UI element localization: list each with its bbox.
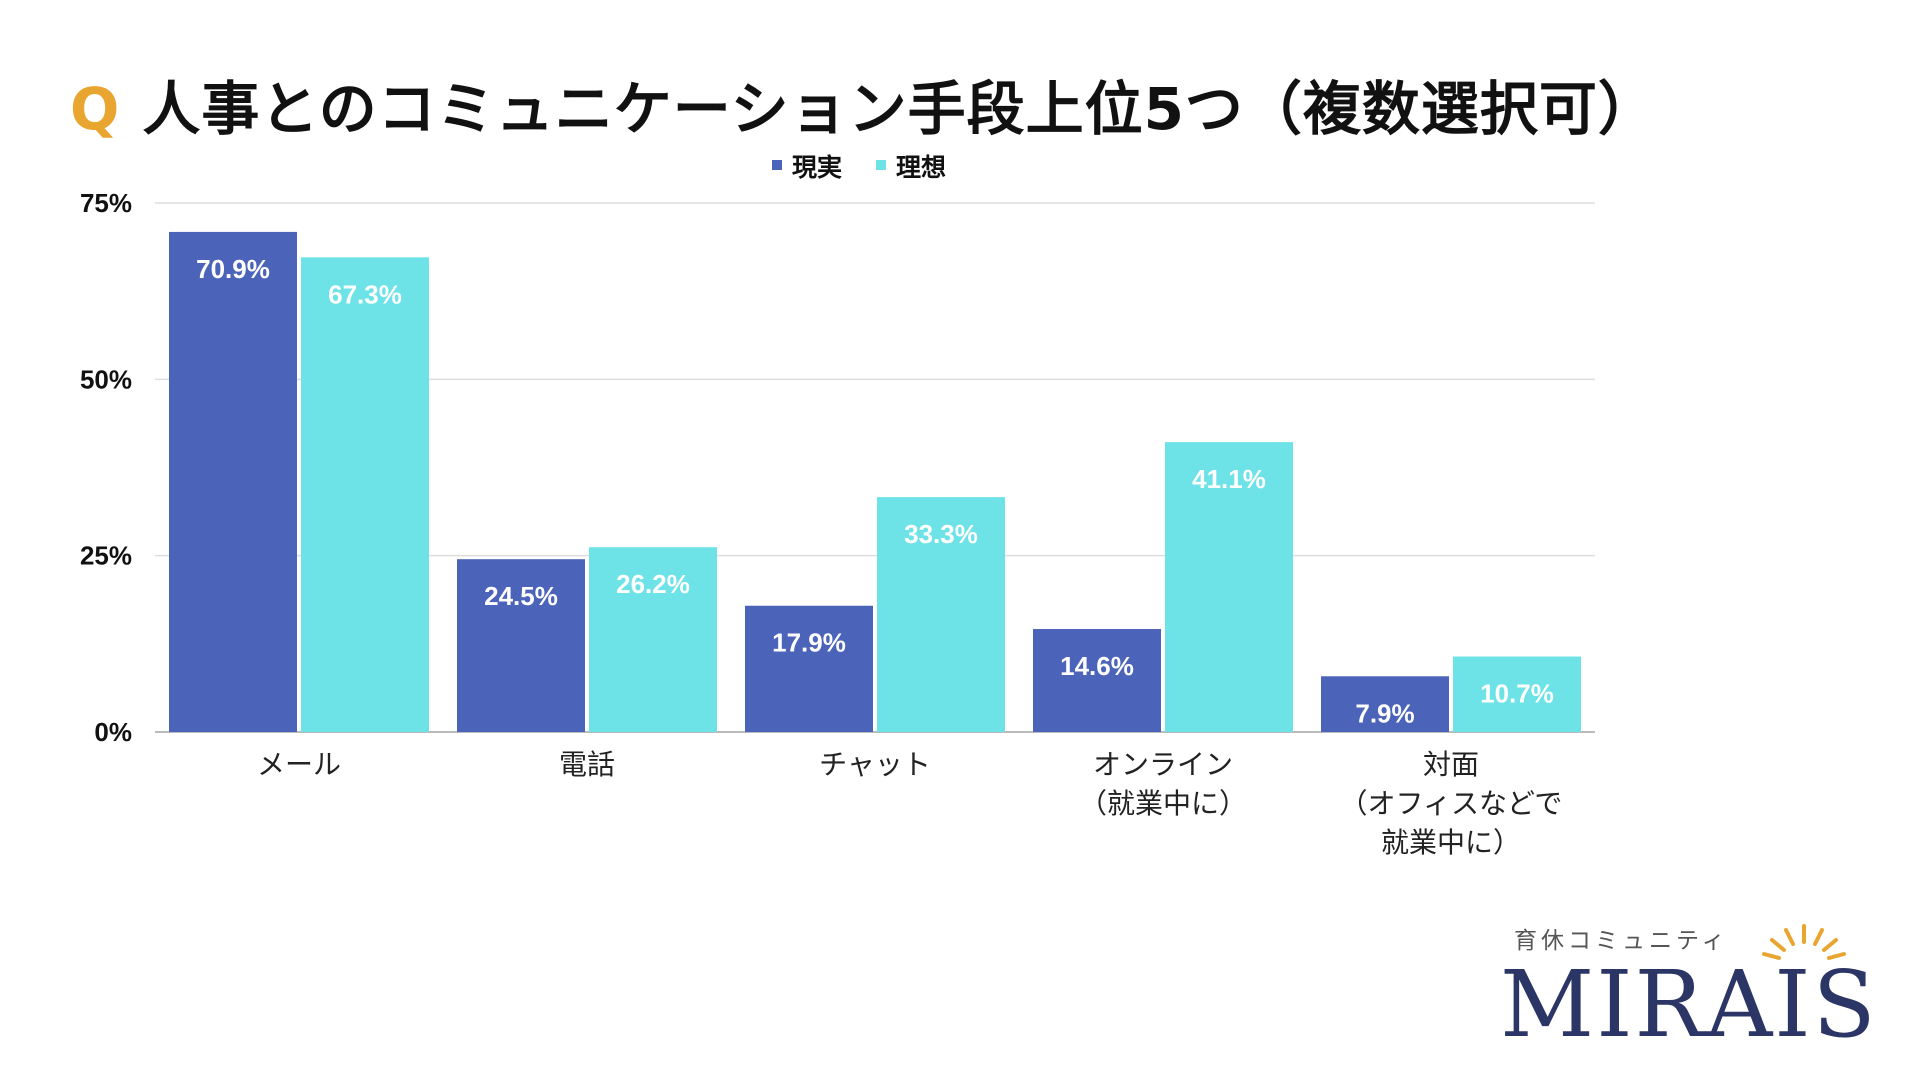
bar-value-labels: 70.9% 67.3% 24.5% 26.2% 17.9% 33.3% 14.6% 41.1%… — [196, 254, 1554, 728]
x-tick-label: 電話 — [559, 748, 615, 781]
bar-chart: 0% 25% 50% 75% 70.9% 67.3% 24.5% 26.2% 17.9% 33.… — [80, 153, 1595, 859]
bar-value-label: 26.2% — [616, 569, 690, 599]
y-tick-label: 75% — [80, 188, 132, 218]
bar-現実 — [169, 231, 297, 732]
x-tick-label: 就業中に） — [1381, 826, 1521, 859]
bar-value-label: 10.7% — [1480, 679, 1554, 709]
x-tick-label: オンライン — [1093, 748, 1233, 781]
bar-理想 — [877, 497, 1005, 732]
y-tick-label: 50% — [80, 364, 132, 394]
x-tick-label: （オフィスなどで — [1340, 787, 1563, 820]
x-tick-label: 対面 — [1423, 748, 1479, 781]
bar-理想 — [301, 257, 429, 732]
y-tick-label: 0% — [94, 717, 132, 747]
bar-value-label: 41.1% — [1192, 464, 1266, 494]
y-tick-label: 25% — [80, 541, 132, 571]
legend: 現実 理想 — [772, 153, 946, 182]
mirais-logo: 育休コミュニティ MIRAIS — [1500, 924, 1878, 1048]
bar-value-label: 7.9% — [1355, 698, 1414, 728]
bars — [169, 231, 1581, 732]
legend-swatch — [876, 160, 886, 170]
bar-value-label: 17.9% — [772, 628, 846, 658]
chart-title: Q 人事とのコミュニケーション手段上位5つ（複数選択可） — [70, 62, 1657, 146]
bar-現実 — [1033, 629, 1161, 732]
bar-value-label: 14.6% — [1060, 651, 1134, 681]
y-axis-tick-labels: 0% 25% 50% 75% — [80, 188, 132, 747]
legend-swatch — [772, 160, 782, 170]
question-mark: Q — [70, 75, 121, 143]
logo-wordmark: MIRAIS — [1500, 951, 1878, 1048]
chart-title-text: 人事とのコミュニケーション手段上位5つ（複数選択可） — [142, 75, 1657, 143]
bar-value-label: 33.3% — [904, 519, 978, 549]
logo-sunburst-icon — [1762, 924, 1846, 960]
legend-label: 現実 — [792, 153, 842, 182]
logo-tagline: 育休コミュニティ — [1514, 928, 1729, 954]
legend-label: 理想 — [896, 153, 946, 182]
bar-value-label: 24.5% — [484, 581, 558, 611]
bar-理想 — [1165, 442, 1293, 732]
bar-現実 — [1321, 676, 1449, 732]
bar-現実 — [745, 605, 873, 732]
x-tick-label: （就業中に） — [1079, 787, 1247, 820]
bar-理想 — [1453, 656, 1581, 732]
bar-現実 — [457, 559, 585, 732]
bar-value-label: 67.3% — [328, 279, 402, 309]
bar-value-label: 70.9% — [196, 254, 270, 284]
bar-理想 — [589, 547, 717, 732]
x-tick-label: チャット — [819, 748, 931, 781]
x-tick-label: メール — [257, 748, 341, 781]
